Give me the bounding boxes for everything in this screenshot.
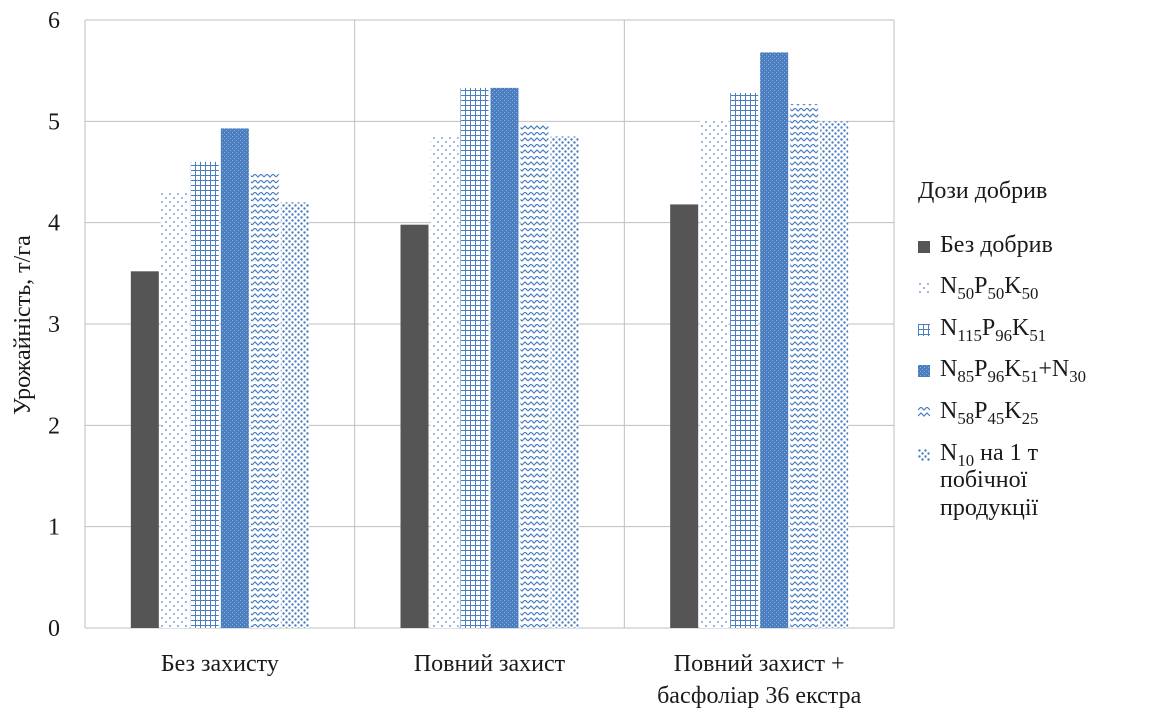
legend-item: N58P45K25 xyxy=(918,397,1158,428)
bar xyxy=(520,123,549,629)
y-tick-label: 5 xyxy=(48,109,60,135)
legend-items: Без добрив N50P50K50 N115P96K51 N85P96K51+N… xyxy=(918,232,1158,523)
legend-title: Дози добрив xyxy=(918,178,1048,204)
x-category-label: Без захисту xyxy=(161,651,279,677)
legend-swatch xyxy=(918,448,930,461)
y-axis-label: Урожайність, т/га xyxy=(10,235,36,415)
bar xyxy=(280,202,309,628)
legend-item: Без добрив xyxy=(918,232,1158,260)
bar xyxy=(700,119,729,628)
grid-layer xyxy=(84,19,895,629)
bar xyxy=(730,92,759,628)
legend-label: N115P96K51 xyxy=(940,314,1047,345)
x-category-label: Повний захист xyxy=(414,651,566,677)
bar xyxy=(820,121,849,628)
y-tick-label: 4 xyxy=(48,211,60,237)
bar xyxy=(760,52,789,629)
legend-swatch xyxy=(918,365,930,378)
legend-label: Без добрив xyxy=(940,231,1053,258)
bar xyxy=(220,128,249,628)
legend: Дози добрив Без добрив N50P50K50 N115P96K5… xyxy=(918,178,1158,536)
legend-item: N50P50K50 xyxy=(918,273,1158,304)
x-category-labels: Без захисту Повний захист Повний захист + б… xyxy=(161,651,862,709)
y-tick-label: 6 xyxy=(48,8,60,34)
bars xyxy=(130,52,849,629)
legend-swatch xyxy=(918,406,930,419)
y-tick-label: 2 xyxy=(48,413,60,439)
bar xyxy=(160,192,189,628)
bar xyxy=(190,161,219,628)
legend-item: N10 на 1 т побічної продукції xyxy=(918,440,1158,523)
legend-label: N10 на 1 т побічної продукції xyxy=(940,439,1039,521)
bar xyxy=(250,174,279,628)
legend-item: N115P96K51 xyxy=(918,314,1158,345)
bar xyxy=(460,87,489,629)
bar xyxy=(400,224,429,628)
bar xyxy=(430,136,459,629)
bar xyxy=(550,136,579,629)
x-category-label: Повний захист + басфоліар 36 екстра xyxy=(657,651,861,709)
legend-swatch xyxy=(918,323,930,336)
legend-label: N50P50K50 xyxy=(940,273,1039,304)
bar xyxy=(130,271,159,628)
y-tick-labels: 0 1 2 3 4 5 6 xyxy=(48,8,60,642)
y-tick-label: 1 xyxy=(48,515,60,541)
bar xyxy=(790,104,819,628)
legend-swatch xyxy=(918,240,930,253)
bar xyxy=(670,204,699,628)
legend-label: N58P45K25 xyxy=(940,397,1039,428)
legend-item: N85P96K51+N30 xyxy=(918,356,1158,387)
bar xyxy=(490,87,519,629)
legend-label: N85P96K51+N30 xyxy=(940,356,1087,387)
y-tick-label: 3 xyxy=(48,312,60,338)
y-tick-label: 0 xyxy=(48,616,60,642)
legend-swatch xyxy=(918,282,930,295)
